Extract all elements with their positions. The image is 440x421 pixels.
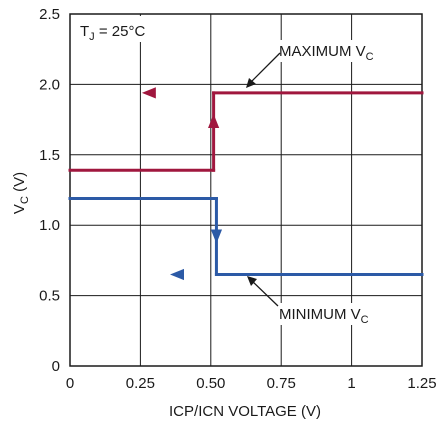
grid <box>69 13 423 367</box>
min-label-bg <box>275 303 385 325</box>
y-tick-label: 2.0 <box>39 76 60 93</box>
direction-arrows <box>141 87 223 281</box>
min-series-label: MINIMUM VC <box>279 306 369 326</box>
min-label-leader <box>249 278 279 307</box>
x-tick-label: 0 <box>66 375 74 392</box>
y-tick-label: 1.0 <box>39 217 60 234</box>
max-vc-rise-arrow <box>208 114 220 129</box>
y-tick-label: 0 <box>52 358 60 375</box>
x-tick-label: 0.25 <box>126 375 155 392</box>
condition-box <box>71 16 163 42</box>
min-label-arrowhead <box>247 276 257 286</box>
min-vc-fall-arrow <box>210 229 223 244</box>
max-label-bg <box>275 40 387 62</box>
x-tick-label: 1 <box>347 375 355 392</box>
y-axis-title: VC (V) <box>11 172 31 214</box>
x-axis-title: ICP/ICN VOLTAGE (V) <box>169 403 321 420</box>
tick-labels: 0 0.25 0.50 0.75 1 1.25 0 0.5 1.0 1.5 2.0 2.5 <box>39 6 436 392</box>
y-tick-label: 2.5 <box>39 6 60 23</box>
series-lines <box>68 91 424 276</box>
max-vc-return-arrow <box>141 87 156 99</box>
max-label-leader <box>247 52 281 86</box>
y-tick-label: 0.5 <box>39 288 60 305</box>
max-label-arrowhead <box>246 78 256 88</box>
condition-label: TJ = 25°C <box>80 23 145 43</box>
x-tick-label: 0.75 <box>267 375 296 392</box>
y-tick-label: 1.5 <box>39 147 60 164</box>
max-series-label: MAXIMUM VC <box>279 43 374 63</box>
plot-frame <box>69 13 423 367</box>
x-tick-label: 0.50 <box>196 375 225 392</box>
x-tick-label: 1.25 <box>407 375 436 392</box>
min-vc-return-arrow <box>170 268 185 281</box>
